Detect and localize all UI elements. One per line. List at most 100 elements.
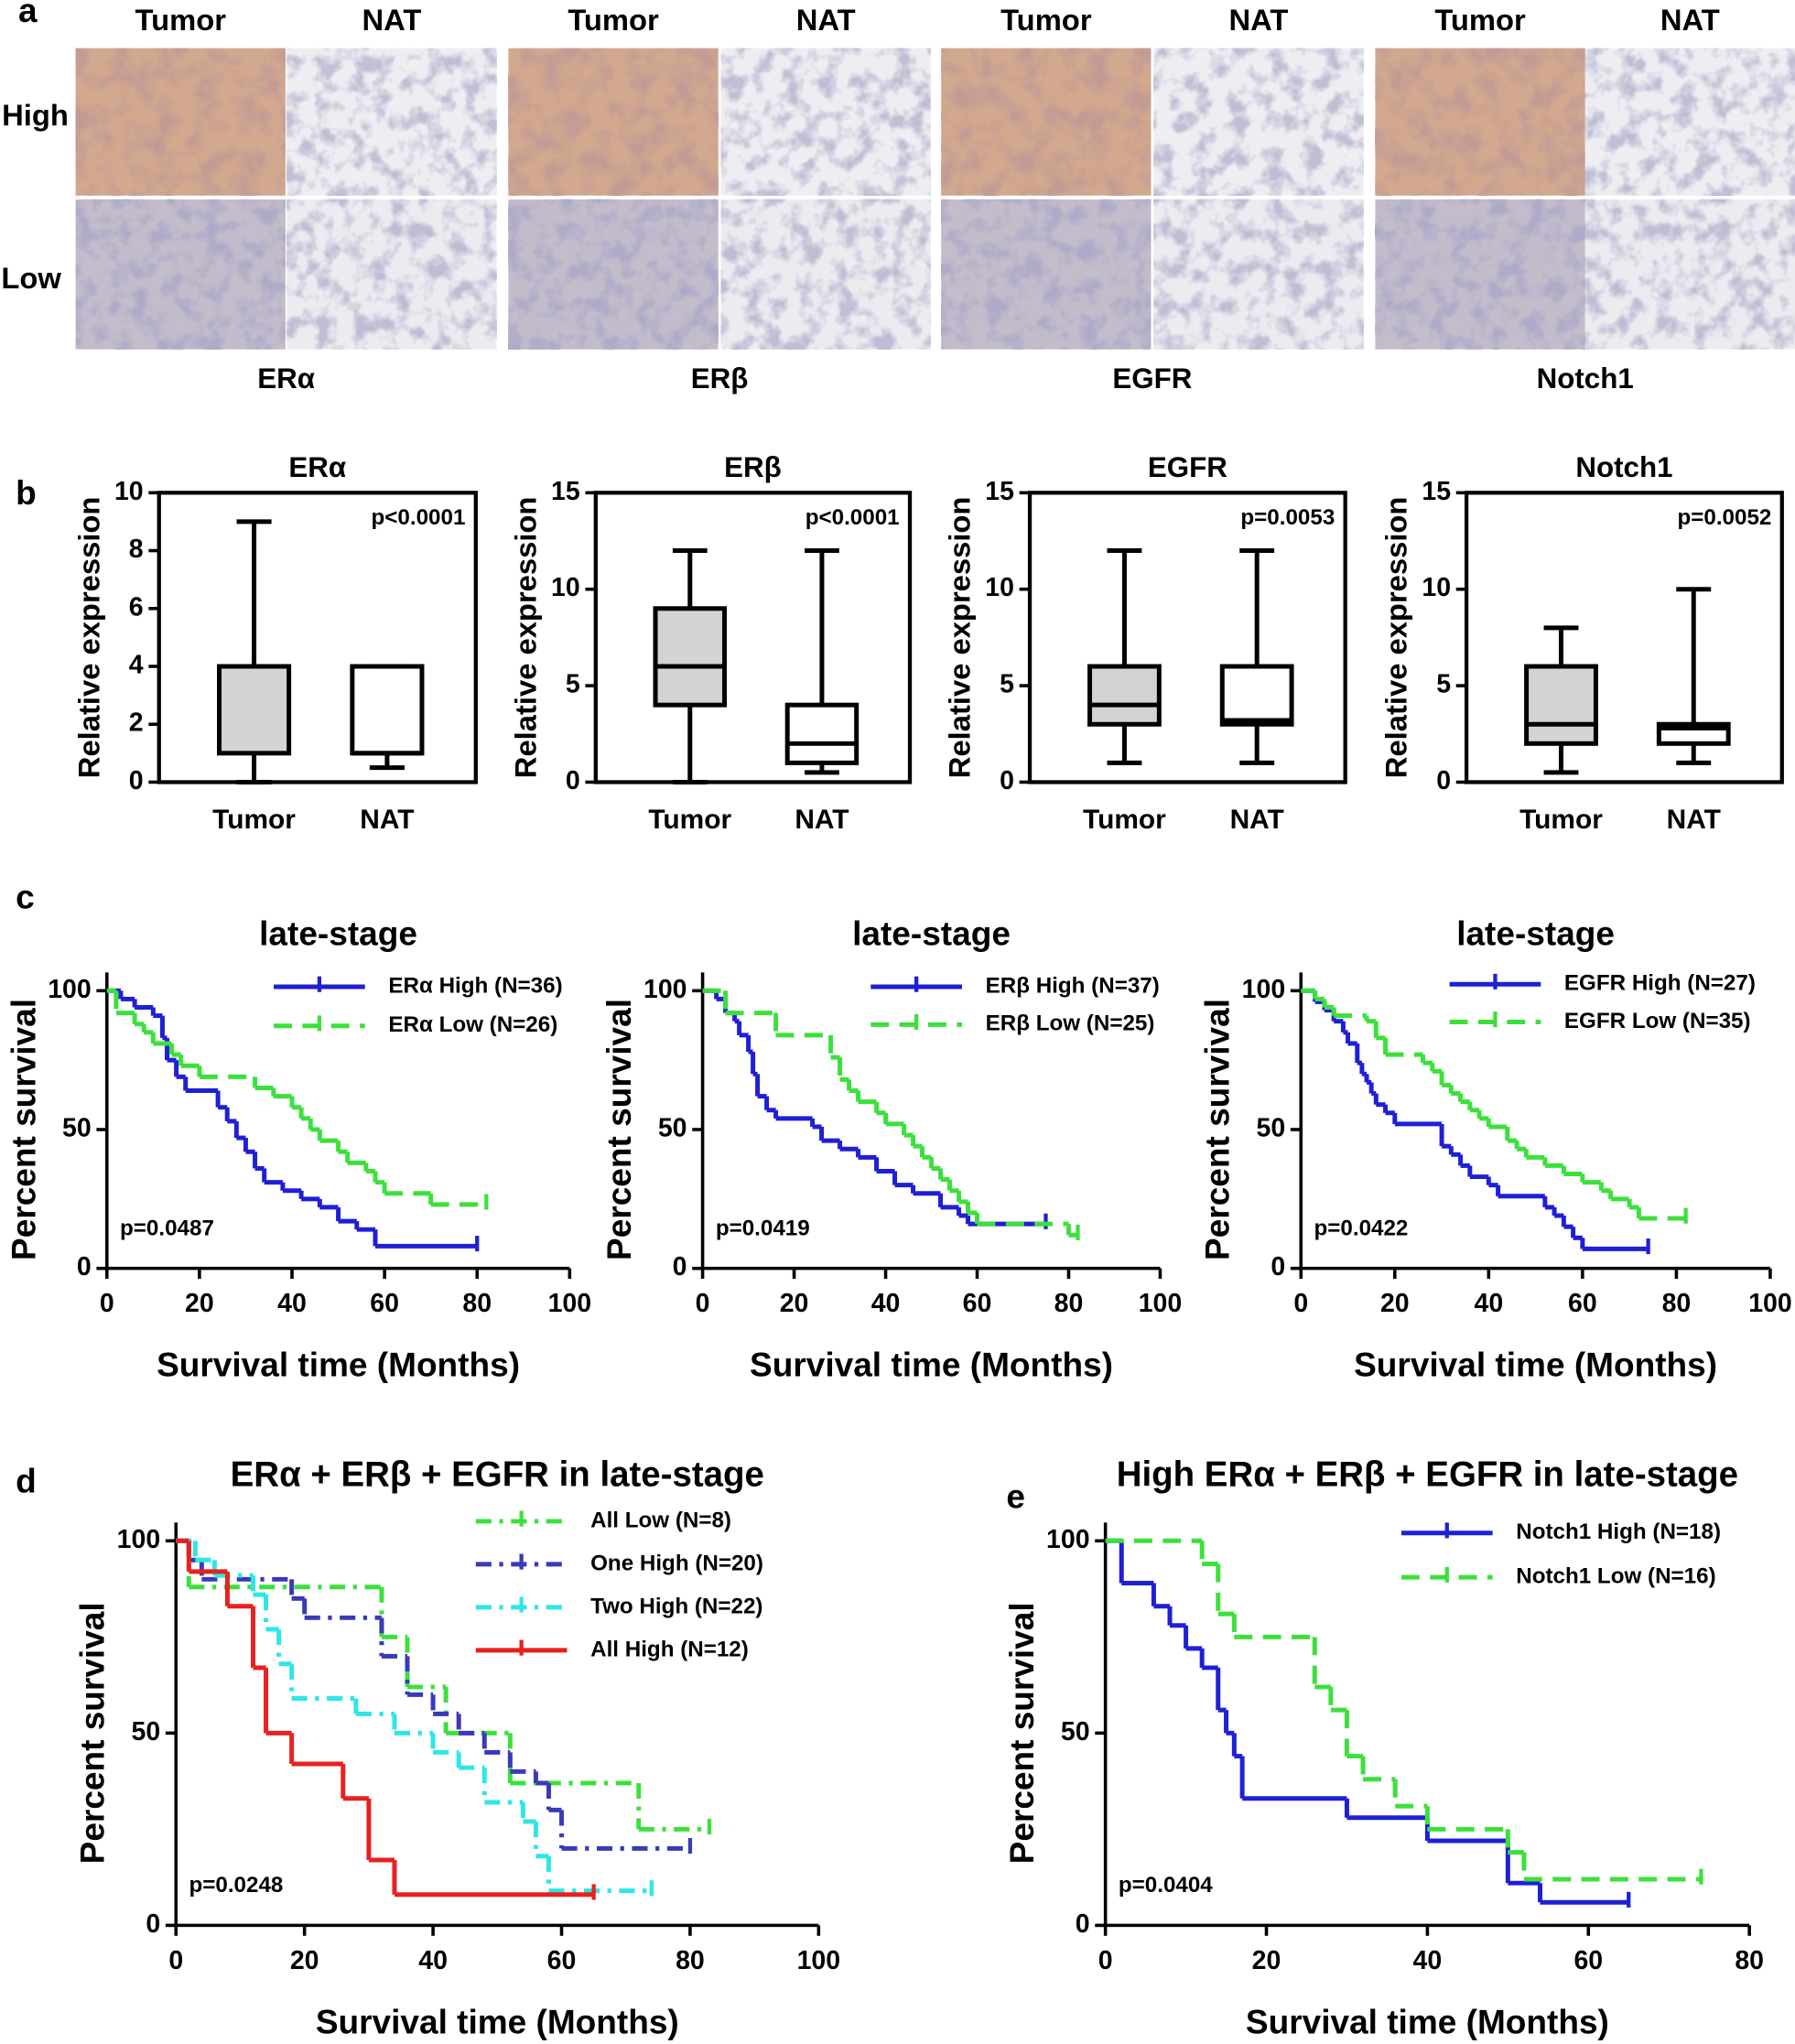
- tissue-texture: [1375, 48, 1585, 196]
- y-tick-label: 0: [673, 1252, 687, 1282]
- y-axis-label: Percent survival: [1002, 1602, 1041, 1864]
- annotation: p=0.0248: [189, 1873, 283, 1898]
- legend-label: One High (N=20): [590, 1551, 763, 1575]
- y-tick-label: 8: [129, 535, 144, 564]
- y-tick-label: 100: [1242, 975, 1286, 1004]
- plot-frame: [593, 491, 913, 784]
- x-tick-label: 80: [462, 1289, 492, 1318]
- tissue-texture: [287, 199, 497, 350]
- y-tick-label: 50: [1257, 1114, 1286, 1143]
- tissue-texture: [75, 199, 286, 350]
- y-tick-label: 50: [131, 1717, 160, 1747]
- tissue-texture: [1584, 48, 1795, 196]
- x-tick-label: 100: [797, 1946, 841, 1975]
- y-tick-label: 50: [62, 1114, 92, 1143]
- x-tick-label: 0: [1293, 1289, 1308, 1318]
- column-header: NAT: [362, 3, 422, 37]
- box: [217, 664, 292, 756]
- x-tick-label: 80: [1735, 1946, 1764, 1975]
- x-tick-label: 100: [548, 1289, 592, 1318]
- tissue-texture: [75, 48, 286, 196]
- legend-label: EGFR Low (N=35): [1564, 1009, 1751, 1033]
- y-tick-label: 0: [129, 766, 144, 795]
- x-tick-label: 20: [1380, 1289, 1410, 1318]
- y-axis-label: Relative expression: [71, 497, 105, 779]
- x-tick-label: 60: [963, 1289, 992, 1318]
- y-tick-label: 0: [1271, 1252, 1285, 1282]
- panel-letter: e: [1006, 1477, 1025, 1516]
- y-axis-label: Relative expression: [1379, 497, 1413, 779]
- tissue-texture: [720, 199, 931, 350]
- x-tick-label: 80: [676, 1946, 705, 1975]
- box: [350, 664, 425, 756]
- x-tick-label: 20: [290, 1946, 319, 1975]
- column-header: Tumor: [568, 3, 659, 37]
- y-tick-label: 15: [985, 477, 1014, 506]
- annotation: p<0.0001: [806, 505, 900, 530]
- y-tick-label: 10: [1422, 573, 1451, 602]
- column-header: NAT: [796, 3, 856, 37]
- y-tick-label: 15: [1422, 477, 1451, 506]
- x-tick-label: 60: [1568, 1289, 1597, 1318]
- legend-label: ERα High (N=36): [388, 973, 562, 998]
- y-tick-label: 5: [1436, 670, 1451, 699]
- annotation: p=0.0419: [716, 1216, 810, 1240]
- tissue-texture: [1153, 199, 1364, 350]
- x-tick-label: 100: [1139, 1289, 1183, 1318]
- legend-label: Two High (N=22): [590, 1594, 762, 1618]
- x-tick-label: 0: [1098, 1946, 1113, 1975]
- tissue-texture: [941, 199, 1152, 350]
- chart-title: late-stage: [259, 914, 417, 952]
- annotation: p=0.0422: [1314, 1216, 1409, 1240]
- y-tick-label: 0: [1076, 1909, 1090, 1939]
- y-tick-label: 50: [1061, 1717, 1090, 1747]
- y-axis-label: Percent survival: [4, 999, 42, 1260]
- tissue-texture: [508, 199, 719, 350]
- y-tick-label: 0: [1436, 766, 1451, 795]
- legend-label: Notch1 Low (N=16): [1516, 1564, 1715, 1589]
- legend-label: ERβ Low (N=25): [986, 1011, 1155, 1036]
- y-tick-label: 50: [658, 1114, 687, 1143]
- y-tick-label: 5: [1000, 670, 1014, 699]
- box: [1524, 664, 1598, 746]
- x-tick-label: 80: [1662, 1289, 1692, 1318]
- column-header: NAT: [1660, 3, 1720, 37]
- annotation: p=0.0404: [1119, 1873, 1213, 1898]
- x-axis-label: Survival time (Months): [1246, 2002, 1609, 2040]
- y-tick-label: 0: [566, 766, 580, 795]
- marker-label: EGFR: [1112, 362, 1192, 395]
- annotation: p=0.0053: [1240, 505, 1335, 530]
- x-tick-label: 40: [277, 1289, 307, 1318]
- annotation: p<0.0001: [372, 505, 466, 530]
- y-tick-label: 10: [551, 573, 580, 602]
- x-tick-label: 0: [168, 1946, 183, 1975]
- x-tick-label: 60: [1573, 1946, 1603, 1975]
- y-tick-label: 10: [985, 573, 1014, 602]
- y-tick-label: 100: [643, 975, 687, 1004]
- x-tick-label: NAT: [795, 805, 849, 835]
- chart-title: ERβ: [724, 451, 782, 483]
- box: [1087, 664, 1162, 727]
- x-axis-label: Survival time (Months): [316, 2002, 679, 2040]
- legend-label: ERβ High (N=37): [986, 973, 1160, 998]
- x-tick-label: 20: [780, 1289, 809, 1318]
- tissue-texture: [1375, 199, 1585, 350]
- panel-letter: d: [16, 1461, 37, 1499]
- x-tick-label: 20: [1252, 1946, 1281, 1975]
- x-tick-label: 0: [100, 1289, 114, 1318]
- y-tick-label: 10: [114, 477, 144, 506]
- x-tick-label: 40: [1413, 1946, 1443, 1975]
- y-tick-label: 100: [117, 1525, 160, 1554]
- plot-frame: [1464, 491, 1784, 784]
- box: [784, 702, 860, 765]
- panel-letter: c: [16, 877, 35, 915]
- plot-frame: [157, 491, 478, 784]
- y-axis-label: Percent survival: [73, 1602, 112, 1864]
- y-axis-label: Relative expression: [943, 497, 977, 779]
- column-header: NAT: [1229, 3, 1289, 37]
- x-axis-label: Survival time (Months): [750, 1346, 1113, 1384]
- y-axis-label: Percent survival: [600, 999, 638, 1260]
- legend-label: All High (N=12): [590, 1637, 749, 1661]
- column-header: Tumor: [1434, 3, 1526, 37]
